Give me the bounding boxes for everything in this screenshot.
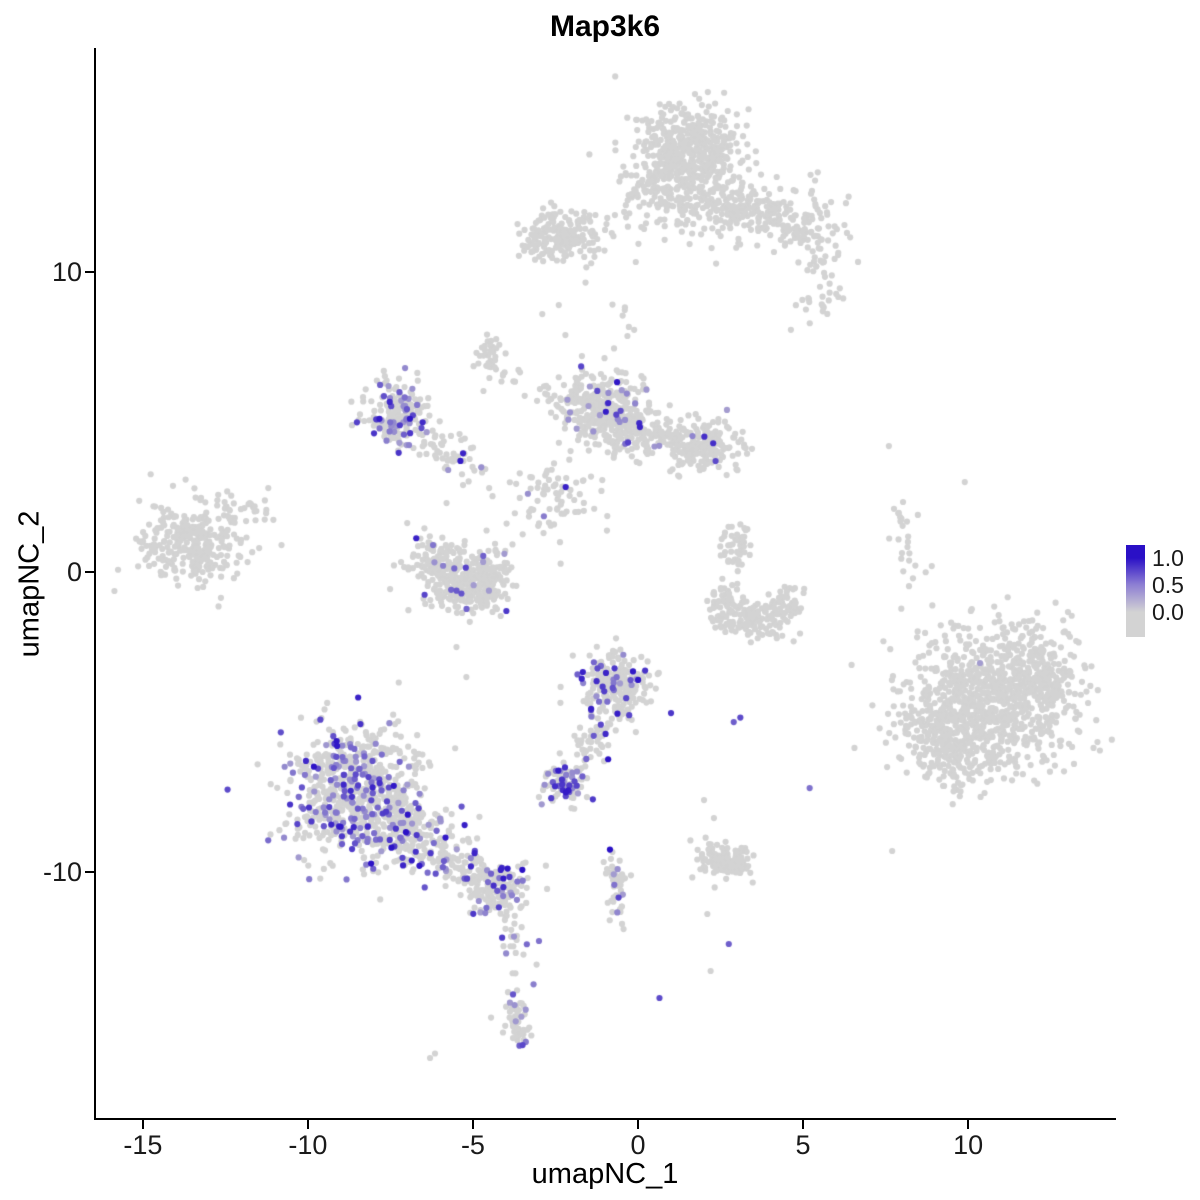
expression-legend: 1.0 0.5 0.0 xyxy=(1126,545,1200,637)
y-tick-mark xyxy=(85,571,94,574)
plot-title: Map3k6 xyxy=(549,10,661,43)
x-tick-label: 10 xyxy=(953,1130,984,1160)
x-tick-label: -15 xyxy=(123,1130,163,1160)
x-axis-label: umapNC_1 xyxy=(531,1158,679,1190)
y-axis-label: umapNC_2 xyxy=(13,510,46,658)
x-tick-mark xyxy=(306,1120,309,1129)
x-tick-mark xyxy=(967,1120,970,1129)
x-tick-mark xyxy=(141,1120,144,1129)
legend-labels: 1.0 0.5 0.0 xyxy=(1152,545,1200,637)
x-tick-label: 0 xyxy=(630,1130,646,1160)
legend-label-mid: 0.5 xyxy=(1152,572,1184,598)
x-tick-mark xyxy=(637,1120,639,1129)
x-tick-mark xyxy=(471,1120,474,1129)
x-tick-label: -5 xyxy=(460,1130,485,1160)
legend-label-low: 0.0 xyxy=(1152,599,1184,625)
x-axis-line xyxy=(94,1118,1116,1120)
y-tick-mark xyxy=(85,271,94,274)
y-tick-label: 10 xyxy=(51,257,82,288)
x-tick-label: 5 xyxy=(795,1130,811,1160)
legend-label-high: 1.0 xyxy=(1152,545,1184,571)
x-tick-label: -10 xyxy=(288,1130,328,1160)
y-tick-label: 0 xyxy=(66,557,82,588)
y-axis-line xyxy=(94,48,96,1120)
y-tick-label: -10 xyxy=(42,857,82,888)
y-tick-mark xyxy=(85,871,94,874)
x-tick-mark xyxy=(802,1120,805,1129)
legend-gradient-bar xyxy=(1126,545,1145,637)
